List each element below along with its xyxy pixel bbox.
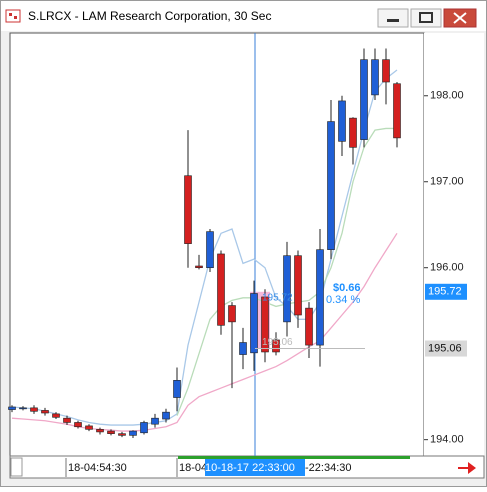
x-axis-label: 18-04 <box>179 462 207 474</box>
candle-body <box>74 422 82 428</box>
x-axis-label: 18-04:54:30 <box>68 462 127 474</box>
candle-body <box>129 430 137 436</box>
candle-body <box>294 255 302 316</box>
candle-body <box>371 59 379 96</box>
candle-body <box>140 422 148 434</box>
candle-body <box>195 265 203 269</box>
candle-body <box>217 253 225 326</box>
price-tag <box>425 283 467 300</box>
candle-body <box>283 255 291 323</box>
plot-area <box>9 32 425 457</box>
candle-body <box>239 342 247 355</box>
range-bar <box>178 456 410 459</box>
scroll-arrow[interactable] <box>458 462 476 474</box>
window-title: S.LRCX - LAM Research Corporation, 30 Se… <box>28 9 271 23</box>
candle-body <box>206 231 214 269</box>
candle-body <box>382 59 390 83</box>
scroll-box[interactable] <box>10 457 23 477</box>
candle-body <box>228 305 236 323</box>
minimize-button[interactable] <box>377 8 409 28</box>
candle-body <box>184 175 192 244</box>
change-pct-label: 0.34 % <box>326 294 360 306</box>
price-tag <box>425 340 467 357</box>
candle-body <box>338 100 346 142</box>
candle-body <box>305 307 313 346</box>
y-tick-label: 198.00 <box>430 90 464 102</box>
candle-body <box>85 425 93 430</box>
candle-body <box>52 413 60 418</box>
selection-high-label: 195.72 <box>262 292 293 303</box>
price-tag-label: 195.72 <box>428 286 462 298</box>
candle-body <box>107 430 115 434</box>
candle-body <box>118 433 126 436</box>
y-tick-label: 196.00 <box>430 262 464 274</box>
candle-body <box>96 429 104 433</box>
candle-body <box>272 339 280 353</box>
candle-body <box>316 249 324 346</box>
candle-body <box>19 407 27 410</box>
candle-body <box>63 417 71 423</box>
y-tick-label: 197.00 <box>430 176 464 188</box>
candle-body <box>250 293 258 354</box>
maximize-button[interactable] <box>410 8 442 28</box>
app-icon <box>5 9 21 23</box>
price-tag-label: 195.06 <box>428 342 462 354</box>
candle-body <box>173 380 181 398</box>
selection-low-label: 195.06 <box>262 337 293 348</box>
moving-average <box>11 69 398 426</box>
x-axis-label: -22:34:30 <box>305 462 351 474</box>
candle-body <box>151 417 159 425</box>
candle-body <box>349 117 357 148</box>
change-label: $0.66 <box>333 282 361 294</box>
candle-body <box>327 121 335 250</box>
x-axis-label: 10-18-17 22:33:00 <box>205 462 295 474</box>
candle-body <box>162 411 170 420</box>
candle-body <box>393 83 401 139</box>
candle-body <box>360 59 368 140</box>
candle-body <box>30 407 38 412</box>
price-axis <box>424 33 484 456</box>
candle-body <box>41 410 49 414</box>
close-button[interactable] <box>443 8 477 28</box>
candle-body <box>8 406 16 410</box>
candle-body <box>261 296 269 353</box>
y-tick-label: 194.00 <box>430 434 464 446</box>
time-highlight <box>205 459 305 476</box>
